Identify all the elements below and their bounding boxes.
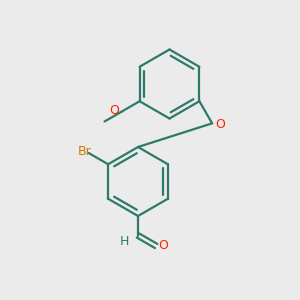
Text: O: O xyxy=(159,239,169,252)
Text: H: H xyxy=(120,235,130,248)
Text: O: O xyxy=(216,118,226,131)
Text: O: O xyxy=(109,104,119,117)
Text: Br: Br xyxy=(77,145,91,158)
